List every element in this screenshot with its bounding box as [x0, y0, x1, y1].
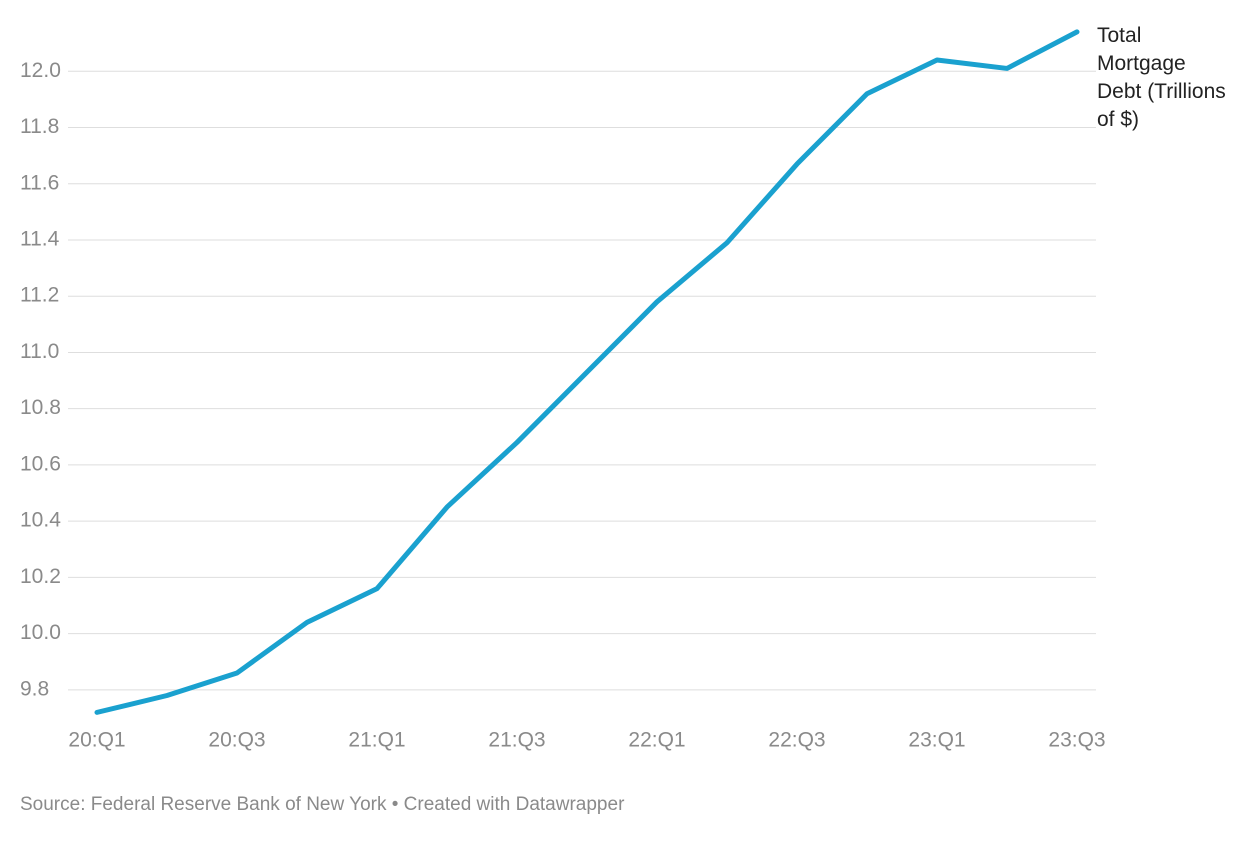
x-tick-label: 22:Q3 — [768, 729, 825, 752]
y-tick-label: 11.4 — [20, 228, 60, 251]
source-note: Source: Federal Reserve Bank of New York… — [20, 794, 625, 815]
x-tick-label: 21:Q1 — [348, 729, 405, 752]
y-tick-label: 10.2 — [20, 565, 61, 588]
x-tick-label: 20:Q3 — [208, 729, 265, 752]
y-tick-label: 10.8 — [20, 396, 61, 419]
x-tick-label: 23:Q3 — [1048, 729, 1105, 752]
y-tick-label: 10.6 — [20, 452, 61, 475]
data-line — [94, 29, 1080, 715]
y-tick-label: 10.4 — [20, 509, 61, 532]
y-tick-label: 11.0 — [20, 340, 59, 363]
x-tick-label: 21:Q3 — [488, 729, 545, 752]
y-tick-label: 12.0 — [20, 59, 61, 82]
y-tick-label: 10.0 — [20, 621, 61, 644]
x-tick-label: 20:Q1 — [68, 729, 125, 752]
y-tick-label: 11.2 — [20, 284, 59, 307]
y-tick-label: 11.6 — [20, 171, 59, 194]
series-label: Total Mortgage Debt (Trillions of $) — [1097, 24, 1226, 131]
x-tick-label: 22:Q1 — [628, 729, 685, 752]
y-tick-label: 11.8 — [20, 115, 59, 138]
x-tick-label: 23:Q1 — [908, 729, 965, 752]
y-tick-label: 9.8 — [20, 677, 49, 700]
